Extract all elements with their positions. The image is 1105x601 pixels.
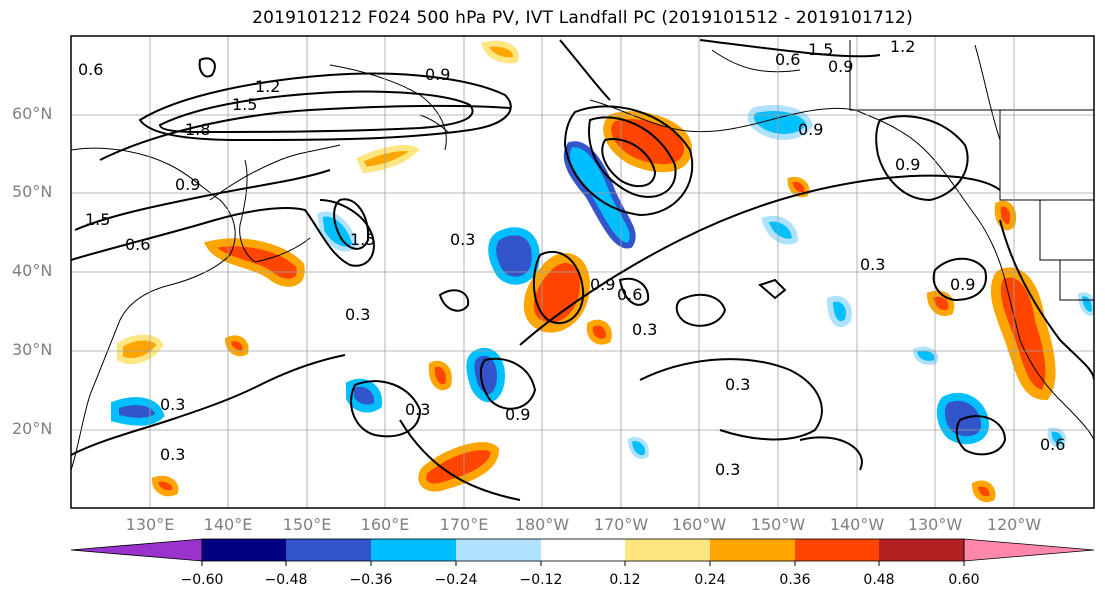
negative-patch <box>1047 427 1067 448</box>
positive-patch <box>428 360 452 391</box>
contour-label: 0.3 <box>450 230 475 249</box>
lat-label: 60°N <box>12 104 53 123</box>
contour-label: 0.3 <box>160 395 185 414</box>
contour-label: 0.3 <box>160 445 185 464</box>
colorbar-segment <box>710 539 795 561</box>
colorbar-min-triangle <box>70 538 203 562</box>
pv-contours <box>71 39 1094 501</box>
contour-label: 0.6 <box>78 60 103 79</box>
contour-label: 1.2 <box>890 37 915 56</box>
lon-label: 130°E <box>125 515 175 534</box>
lat-label: 20°N <box>12 419 53 438</box>
contour-label: 0.9 <box>425 65 450 84</box>
contour-label: 0.9 <box>798 120 823 139</box>
lon-label: 140°W <box>829 515 885 534</box>
graticule <box>71 36 1094 508</box>
contour-labels: 0.6 0.9 1.5 1.2 1.8 0.9 1.5 0.6 0.3 1.5 … <box>78 37 1065 479</box>
lat-label: 50°N <box>12 182 53 201</box>
positive-patch <box>586 319 612 345</box>
lon-label: 180°W <box>514 515 570 534</box>
positive-patch <box>224 335 249 357</box>
colorbar-tick-label: −0.60 <box>180 572 224 588</box>
positive-patch <box>990 267 1056 401</box>
contour-label: 0.3 <box>345 305 370 324</box>
colorbar-max-triangle <box>963 538 1095 562</box>
contour-label: 0.9 <box>175 175 200 194</box>
lat-label: 30°N <box>12 340 53 359</box>
contour-label: 0.3 <box>632 320 657 339</box>
lon-label: 170°E <box>439 515 489 534</box>
colorbar-frame <box>201 538 965 562</box>
contour-label: 1.5 <box>232 95 257 114</box>
lon-label: 160°W <box>671 515 727 534</box>
positive-patch <box>994 200 1016 231</box>
contour-label: 1.5 <box>85 210 110 229</box>
lon-label: 170°W <box>593 515 649 534</box>
colorbar-tick-label: 0.12 <box>609 572 641 588</box>
contour-label: 0.9 <box>895 155 920 174</box>
colorbar-tick-label: −0.12 <box>519 572 563 588</box>
positive-patch <box>971 480 996 503</box>
positive-patch <box>787 176 810 198</box>
lon-label: 120°W <box>986 515 1042 534</box>
contour-label: 0.9 <box>828 57 853 76</box>
colorbar-segment <box>456 539 541 561</box>
map-title: 2019101212 F024 500 hPa PV, IVT Landfall… <box>252 8 913 28</box>
colorbar-tick-label: −0.24 <box>434 572 478 588</box>
negative-patch <box>1077 292 1094 316</box>
negative-patch <box>563 141 636 249</box>
contour-label: 0.6 <box>1040 435 1065 454</box>
shaded-anomaly-layer <box>111 40 1094 503</box>
contour-label: 1.8 <box>185 120 210 139</box>
lon-label: 150°E <box>282 515 332 534</box>
positive-patch <box>355 145 421 174</box>
negative-patch <box>627 437 649 459</box>
colorbar-segment <box>795 539 879 561</box>
positive-patch <box>203 238 305 287</box>
colorbar-tick-label: 0.48 <box>863 572 895 588</box>
contour-label: 0.6 <box>775 50 800 69</box>
colorbar-segment <box>879 539 964 561</box>
lon-label: 150°W <box>750 515 806 534</box>
contour-label: 0.3 <box>725 375 750 394</box>
negative-patch <box>111 397 165 426</box>
map-frame <box>70 35 1095 509</box>
lon-label: 140°E <box>203 515 253 534</box>
contour-label: 0.9 <box>590 275 615 294</box>
contour-label: 0.9 <box>950 275 975 294</box>
negative-patch <box>488 227 540 285</box>
contour-label: 1.5 <box>350 230 375 249</box>
contour-label: 0.6 <box>617 285 642 304</box>
colorbar-tick-label: 0.36 <box>779 572 811 588</box>
contour-label: 0.3 <box>715 460 740 479</box>
lon-label: 130°W <box>907 515 963 534</box>
colorbar-tick-label: −0.36 <box>349 572 393 588</box>
lat-label: 40°N <box>12 261 53 280</box>
colorbar-segment <box>371 539 456 561</box>
colorbar-tick-label: −0.48 <box>264 572 308 588</box>
positive-patch <box>418 442 500 492</box>
contour-label: 0.6 <box>125 235 150 254</box>
contour-label: 1.5 <box>808 40 833 59</box>
lon-label: 160°E <box>360 515 410 534</box>
colorbar-tick-label: 0.24 <box>694 572 726 588</box>
positive-patch <box>481 40 519 64</box>
contour-label: 0.9 <box>505 405 530 424</box>
positive-patch <box>151 475 179 497</box>
contour-label: 1.2 <box>255 77 280 96</box>
negative-patch <box>826 295 852 328</box>
colorbar-segment <box>286 539 371 561</box>
contour-label: 0.3 <box>860 255 885 274</box>
contour-label: 0.3 <box>405 400 430 419</box>
colorbar-segment <box>541 539 625 561</box>
colorbar-segment <box>625 539 710 561</box>
colorbar-segment <box>202 539 286 561</box>
colorbar-tick-label: 0.60 <box>948 572 980 588</box>
